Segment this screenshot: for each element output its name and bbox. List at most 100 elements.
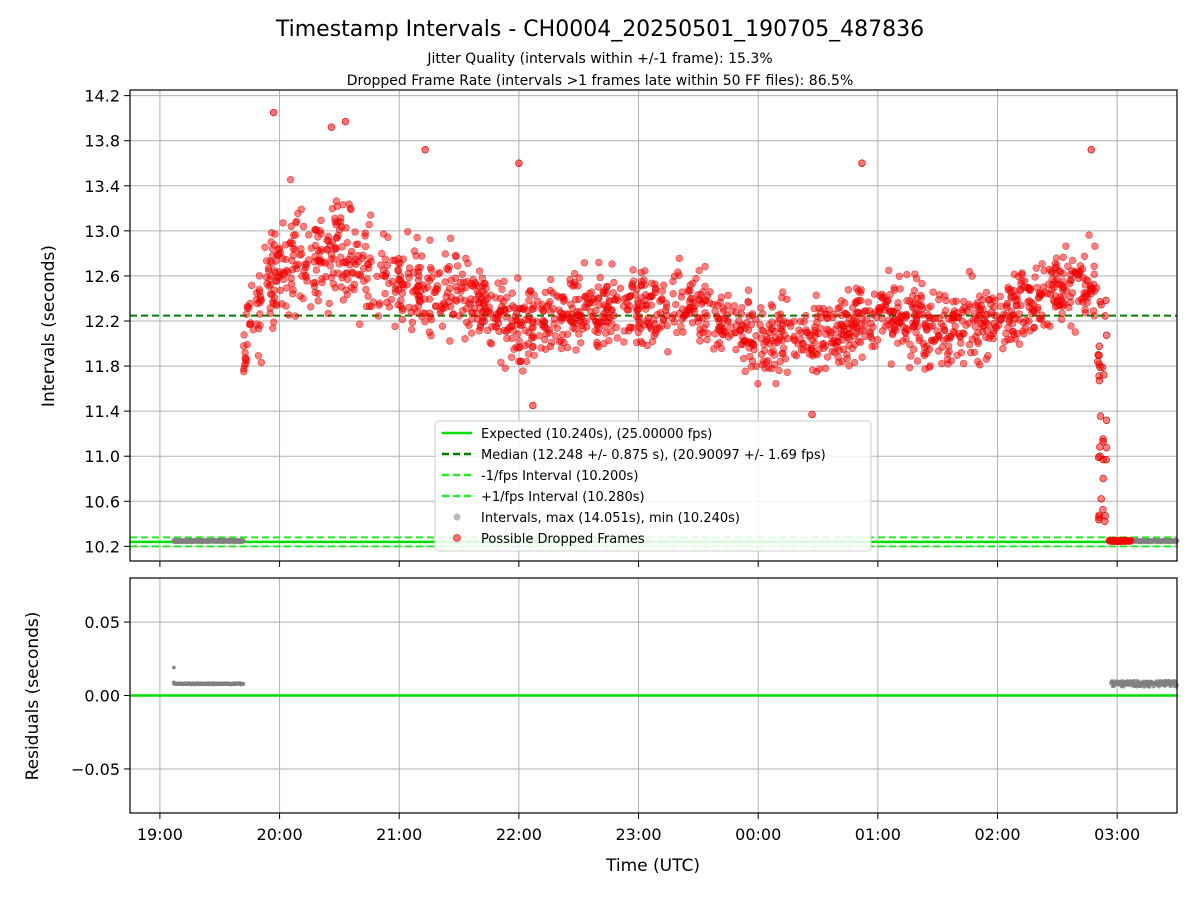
dropped-frame-point (613, 334, 622, 342)
dropped-frame-point (458, 270, 467, 279)
subtitle-jitter: Jitter Quality (intervals within +/-1 fr… (426, 51, 772, 67)
dropped-frame-point (410, 247, 419, 255)
dropped-frame-point (595, 258, 603, 267)
dropped-frame-point (243, 304, 251, 312)
dropped-frame-point (478, 274, 487, 282)
dropped-frame-point (515, 357, 523, 366)
dropped-frame-point (501, 364, 509, 372)
legend-swatch-dropped (453, 534, 461, 542)
dropped-frame-point (744, 298, 753, 307)
dropped-frame-point (316, 248, 325, 256)
dropped-frame-point (717, 293, 726, 301)
dropped-frame-point (1025, 303, 1033, 312)
dropped-frame-point (337, 283, 345, 291)
dropped-frame-point (992, 312, 1001, 320)
dropped-frame-point (269, 299, 277, 308)
dropped-frame-point (364, 260, 372, 269)
bottom-scatter-points (171, 665, 1179, 689)
dropped-frame-point (813, 350, 822, 359)
dropped-frame-point (449, 310, 457, 319)
dropped-frame-point (1099, 474, 1107, 483)
dropped-frame-outlier (808, 410, 816, 419)
dropped-frame-outlier (858, 159, 866, 167)
dropped-frame-point (647, 293, 655, 301)
dropped-frame-point (698, 300, 706, 308)
dropped-frame-point (572, 346, 580, 354)
dropped-frame-point (521, 342, 529, 350)
dropped-frame-point (297, 250, 306, 258)
dropped-frame-point (347, 283, 356, 292)
dropped-frame-point (434, 270, 442, 278)
dropped-frame-point (344, 275, 352, 284)
dropped-frame-point (505, 323, 514, 331)
dropped-frame-point (741, 367, 749, 376)
dropped-frame-point (410, 268, 418, 277)
dropped-frame-point (850, 358, 859, 367)
dropped-frame-point (1067, 322, 1075, 330)
dropped-frame-point (977, 320, 985, 328)
dropped-frame-point (1019, 327, 1027, 335)
dropped-frame-point (704, 329, 712, 338)
dropped-frame-outlier (529, 401, 537, 410)
bottom-y-tick-label: −0.05 (71, 760, 120, 779)
dropped-frame-point (913, 357, 922, 365)
dropped-frame-point (394, 266, 402, 275)
dropped-frame-point (906, 340, 914, 349)
dropped-frame-point (894, 299, 902, 307)
dropped-frame-outlier (327, 123, 336, 131)
dropped-frame-point (765, 321, 773, 329)
dropped-frame-point (528, 305, 536, 314)
dropped-frame-point (342, 224, 350, 232)
dropped-frame-point (332, 234, 341, 242)
dropped-frame-point (242, 310, 251, 318)
dropped-frame-point (255, 272, 264, 280)
dropped-frame-point (1003, 299, 1012, 308)
dropped-frame-point (974, 339, 982, 348)
dropped-frame-point (999, 345, 1007, 353)
dropped-frame-point (776, 357, 784, 366)
dropped-frame-point (732, 345, 740, 354)
dropped-frame-point (327, 250, 336, 258)
legend-entry-median: Median (12.248 +/- 0.875 s), (20.90097 +… (481, 448, 826, 463)
dropped-frame-point (983, 310, 992, 319)
dropped-frame-point (468, 281, 476, 290)
dropped-frame-point (982, 288, 990, 297)
dropped-frame-point (537, 344, 545, 352)
dropped-frame-point (675, 254, 684, 263)
dropped-frame-point (918, 279, 926, 288)
dropped-frame-point (416, 263, 424, 272)
dropped-frame-point (288, 256, 296, 265)
dropped-frame-point (447, 276, 455, 284)
dropped-frame-point (942, 296, 950, 305)
dropped-frame-point (314, 233, 322, 241)
dropped-frame-point (673, 328, 681, 337)
dropped-frame-point (899, 337, 907, 345)
dropped-frame-point (336, 218, 345, 226)
dropped-frame-point (701, 282, 709, 291)
dropped-frame-point (425, 328, 434, 336)
bottom-y-tick-label: 0.00 (84, 687, 120, 706)
dropped-frame-point (1096, 363, 1104, 371)
dropped-frame-point (1099, 506, 1107, 514)
dropped-frame-point (547, 275, 555, 284)
dropped-frame-point (642, 317, 650, 325)
dropped-frame-point (240, 367, 248, 376)
dropped-frame-point (935, 291, 944, 299)
x-tick-label: 00:00 (735, 825, 781, 844)
dropped-frame-point (1039, 283, 1048, 291)
dropped-frame-point (651, 285, 660, 293)
dropped-frame-point (347, 247, 356, 256)
dropped-frame-point (275, 250, 283, 259)
dropped-frame-point (289, 245, 297, 253)
dropped-frame-point (720, 314, 729, 323)
dropped-frame-point (507, 353, 516, 361)
dropped-frame-point (1046, 322, 1054, 330)
x-axis-label: Time (UTC) (605, 856, 700, 876)
dropped-frame-point (356, 270, 364, 279)
dropped-frame-point (616, 284, 625, 293)
dropped-frame-point (387, 295, 396, 304)
dropped-frame-point (1058, 309, 1066, 318)
dropped-frame-point (276, 286, 285, 295)
dropped-frame-point (610, 278, 618, 287)
dropped-frame-point (529, 323, 537, 332)
